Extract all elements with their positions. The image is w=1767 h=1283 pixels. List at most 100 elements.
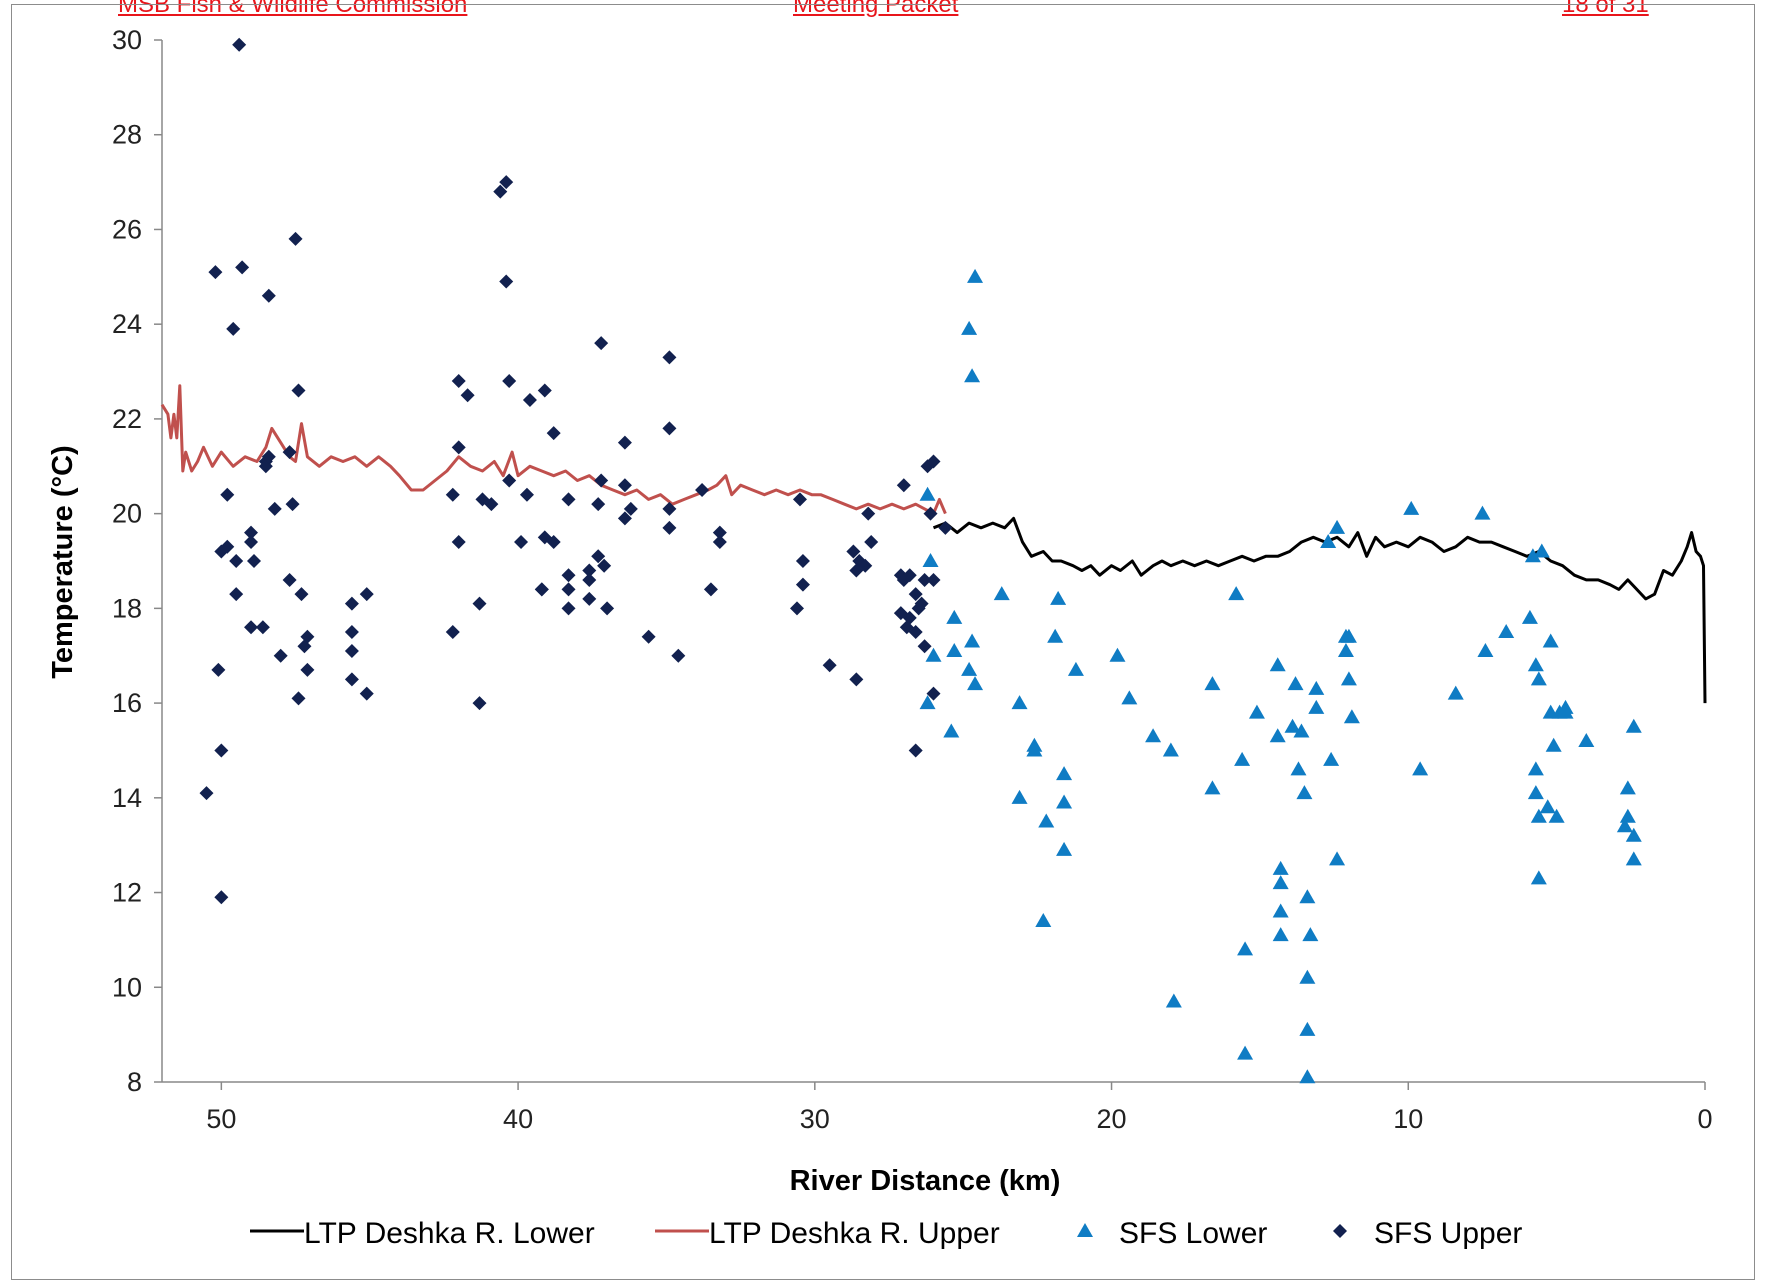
sfs-upper-point <box>255 620 270 635</box>
y-axis-title: Temperature (°C) <box>47 445 79 678</box>
sfs-upper-point <box>359 587 374 602</box>
sfs-lower-point <box>1320 534 1337 549</box>
sfs-upper-point <box>582 563 597 578</box>
sfs-upper-point <box>493 184 508 199</box>
sfs-upper-point <box>662 350 677 365</box>
sfs-lower-point <box>1619 780 1636 795</box>
sfs-upper-point <box>795 577 810 592</box>
sfs-lower-point <box>964 633 981 648</box>
legend-sfs-upper-label: SFS Upper <box>1374 1217 1522 1250</box>
sfs-upper-point <box>896 478 911 493</box>
x-tick-label: 20 <box>1097 1104 1127 1134</box>
sfs-lower-point <box>1269 657 1286 672</box>
y-tick-label: 28 <box>112 120 142 150</box>
sfs-upper-point <box>582 572 597 587</box>
sfs-upper-point <box>917 572 932 587</box>
y-tick-label: 8 <box>127 1067 142 1097</box>
sfs-lower-point <box>1067 661 1084 676</box>
sfs-upper-point <box>861 506 876 521</box>
sfs-lower-point <box>1539 799 1556 814</box>
sfs-upper-point <box>546 426 561 441</box>
sfs-upper-point <box>582 591 597 606</box>
sfs-upper-point <box>261 288 276 303</box>
sfs-upper-point <box>923 506 938 521</box>
sfs-lower-point <box>1038 813 1055 828</box>
sfs-upper-point <box>451 535 466 550</box>
sfs-upper-point <box>344 596 359 611</box>
sfs-upper-point <box>451 374 466 389</box>
legend: LTP Deshka R. Lower LTP Deshka R. Upper SF… <box>250 1217 1522 1250</box>
sfs-lower-point <box>1237 941 1254 956</box>
sfs-upper-point <box>445 625 460 640</box>
sfs-lower-point <box>1234 751 1251 766</box>
sfs-upper-point <box>712 535 727 550</box>
sfs-lower-point <box>1412 761 1429 776</box>
sfs-upper-point <box>902 568 917 583</box>
sfs-upper-point <box>220 487 235 502</box>
sfs-upper-point <box>926 686 941 701</box>
sfs-lower-point <box>1050 590 1067 605</box>
sfs-lower-point <box>1237 1045 1254 1060</box>
sfs-lower-point <box>1299 969 1316 984</box>
sfs-lower-point <box>1477 642 1494 657</box>
sfs-lower-point <box>1548 808 1565 823</box>
sfs-upper-point <box>285 497 300 512</box>
sfs-lower-point <box>1447 685 1464 700</box>
x-tick-label: 30 <box>800 1104 830 1134</box>
legend-sfs-upper-swatch <box>1333 1224 1347 1238</box>
sfs-lower-point <box>1533 543 1550 558</box>
sfs-upper-point <box>790 601 805 616</box>
sfs-lower-point <box>1625 718 1642 733</box>
sfs-lower-point <box>1308 680 1325 695</box>
sfs-upper-point <box>472 596 487 611</box>
sfs-upper-point <box>514 535 529 550</box>
sfs-lower-point <box>1287 676 1304 691</box>
sfs-lower-point <box>1011 789 1028 804</box>
sfs-upper-point <box>297 639 312 654</box>
sfs-upper-point <box>235 260 250 275</box>
sfs-upper-point <box>229 554 244 568</box>
x-tick-label: 40 <box>503 1104 533 1134</box>
sfs-upper-point <box>460 388 475 403</box>
sfs-lower-point <box>1299 1069 1316 1084</box>
sfs-lower-point <box>1527 761 1544 776</box>
sfs-upper-point <box>594 473 609 488</box>
sfs-lower-point <box>1340 671 1357 686</box>
sfs-upper-point <box>591 549 606 564</box>
sfs-upper-point <box>211 662 226 677</box>
sfs-lower-point <box>1121 690 1138 705</box>
sfs-lower-point <box>1308 699 1325 714</box>
sfs-lower-point <box>1248 704 1265 719</box>
chart-frame <box>11 4 1755 1280</box>
sfs-lower-point <box>1272 860 1289 875</box>
sfs-lower-point <box>1340 628 1357 643</box>
sfs-upper-point <box>617 435 632 450</box>
sfs-upper-point <box>849 672 864 687</box>
sfs-upper-point <box>522 392 537 407</box>
sfs-upper-point <box>792 492 807 507</box>
sfs-lower-point <box>961 661 978 676</box>
sfs-lower-point <box>1296 785 1313 800</box>
sfs-upper-point <box>926 572 941 587</box>
y-tick-label: 26 <box>112 214 142 244</box>
x-tick-label: 10 <box>1393 1104 1423 1134</box>
sfs-lower-point <box>1011 695 1028 710</box>
sfs-lower-point <box>1109 647 1126 662</box>
sfs-upper-point <box>499 274 514 289</box>
sfs-upper-point <box>519 487 534 502</box>
sfs-lower-point <box>946 642 963 657</box>
sfs-lower-point <box>919 486 936 501</box>
sfs-lower-point <box>967 676 984 691</box>
ltp-lower-line <box>932 516 1707 704</box>
sfs-upper-point <box>858 558 873 573</box>
sfs-upper-point <box>291 691 306 706</box>
sfs-lower-point <box>1530 671 1547 686</box>
legend-ltp-upper-label: LTP Deshka R. Upper <box>709 1217 1000 1250</box>
sfs-lower-point <box>1530 808 1547 823</box>
axes: 8 10 12 14 16 18 20 22 24 26 28 30 50 40 30 20 10 0 <box>112 25 1713 1134</box>
sfs-lower-point <box>964 368 981 383</box>
sfs-lower-point <box>1542 633 1559 648</box>
sfs-upper-point <box>261 449 276 464</box>
sfs-upper-point <box>229 587 244 602</box>
sfs-lower-point <box>1056 766 1073 781</box>
